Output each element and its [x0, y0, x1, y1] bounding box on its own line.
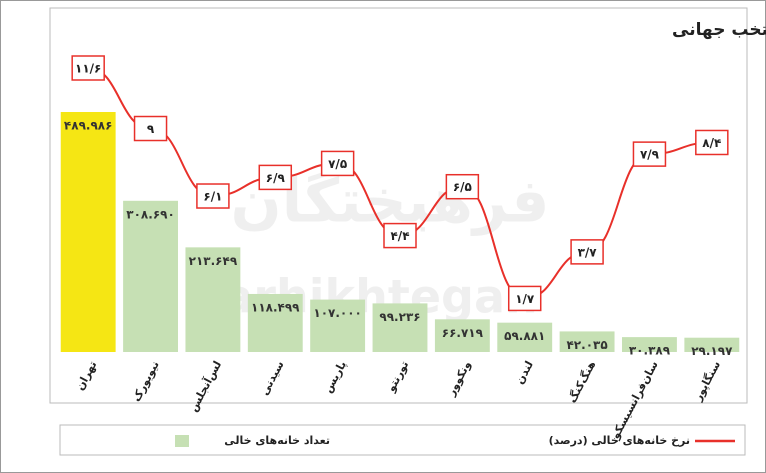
- legend-label: نرخ خانه‌های خالی (درصد): [549, 434, 690, 447]
- line-value-label: ۱۱/۶: [75, 62, 101, 76]
- line-value-label: ۱/۷: [515, 292, 535, 306]
- bar: [497, 322, 553, 352]
- line-value-label: ۷/۵: [328, 157, 347, 171]
- bar-value-label: ۳۰.۳۸۹: [629, 344, 671, 358]
- bar-value-label: ۳۰۸.۶۹۰: [126, 207, 175, 221]
- bar-value-label: ۲۱۳.۶۴۹: [189, 254, 238, 268]
- line-value-label: ۷/۹: [640, 148, 660, 162]
- bar-value-label: ۱۱۸.۴۹۹: [251, 300, 300, 314]
- bar: [185, 247, 241, 352]
- value-label-box: [258, 164, 293, 191]
- bar: [559, 331, 615, 352]
- value-label-box: [383, 222, 417, 249]
- bar-value-label: ۲۹.۱۹۷: [691, 344, 733, 358]
- legend-frame: [59, 424, 746, 456]
- value-label-box: [570, 239, 604, 265]
- value-label-box: [71, 55, 105, 81]
- bar-value-label: ۹۹.۲۳۶: [379, 310, 420, 324]
- bar: [247, 293, 303, 352]
- line-value-label: ۶/۱: [203, 190, 222, 204]
- line-value-label: ۶/۹: [266, 171, 286, 185]
- bar-value-label: ۴۲.۰۳۵: [566, 338, 607, 352]
- chart-title: مقایسه تعداد و نسبت خانه‌های خالی تهران …: [672, 20, 766, 40]
- value-label-box: [695, 129, 729, 156]
- line-value-label: ۹: [147, 122, 155, 136]
- value-label-box: [196, 183, 230, 209]
- value-label-box: [445, 173, 480, 200]
- value-label-box: [320, 150, 355, 177]
- bar: [684, 337, 740, 352]
- value-label-box: [133, 115, 168, 142]
- bar: [622, 337, 677, 352]
- bar-value-label: ۵۹.۸۸۱: [504, 329, 545, 343]
- line-value-label: ۴/۴: [390, 229, 409, 243]
- bar: [434, 319, 490, 352]
- value-label-box: [632, 141, 667, 167]
- bar-value-label: ۴۸۹.۹۸۶: [64, 119, 113, 133]
- bar: [123, 200, 178, 352]
- bar-value-label: ۶۶.۷۱۹: [442, 326, 484, 340]
- bar: [310, 299, 366, 352]
- line-value-label: ۸/۴: [702, 136, 721, 150]
- bar-value-label: ۱۰۷.۰۰۰: [313, 306, 362, 320]
- bar: [60, 112, 116, 352]
- bar: [372, 303, 428, 352]
- legend-label: تعداد خانه‌های خالی: [224, 434, 330, 447]
- line-value-label: ۳/۷: [578, 245, 598, 259]
- value-label-box: [507, 285, 542, 312]
- plot-frame: [49, 7, 748, 404]
- legend-swatch: [175, 435, 189, 447]
- line-value-label: ۶/۵: [453, 180, 472, 194]
